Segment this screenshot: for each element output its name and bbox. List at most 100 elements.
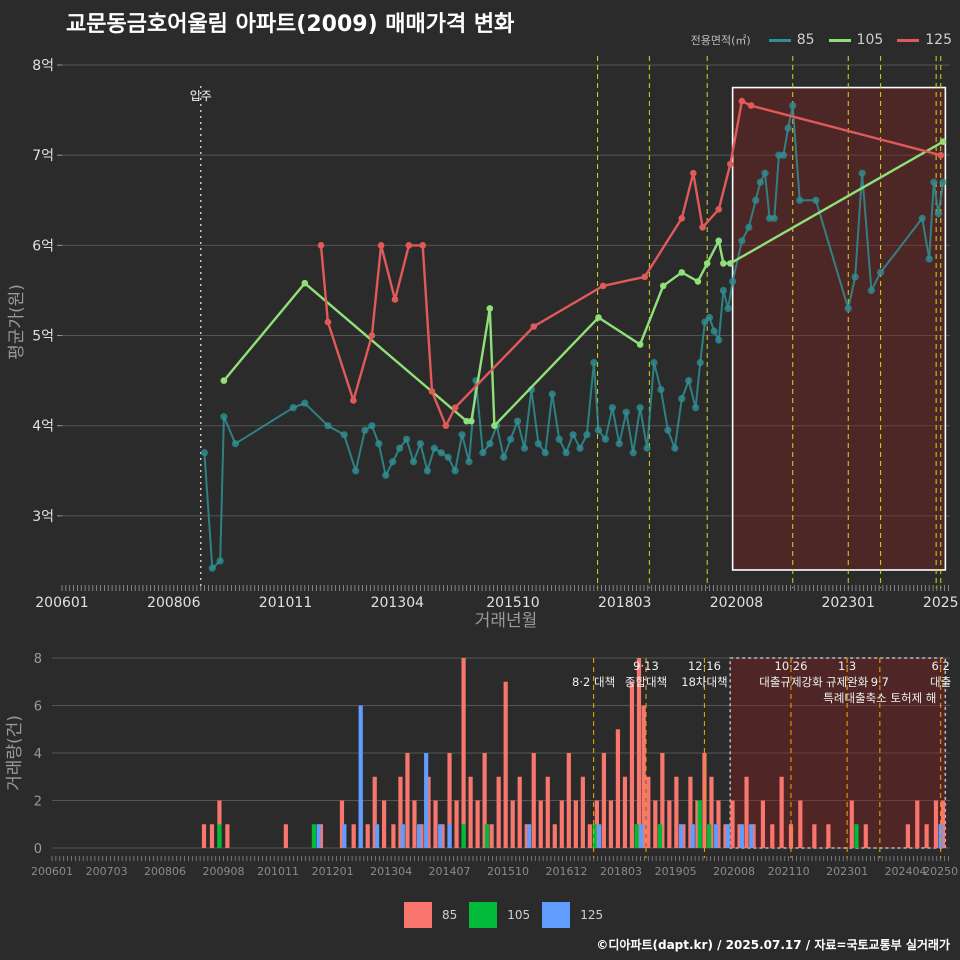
chart-title: 교문동금호어울림 아파트(2009) 매매가격 변화 [66,12,515,37]
series-point-85 [745,223,753,231]
bar-legend-swatch-125 [542,902,571,928]
series-point-85 [789,101,797,110]
series-point-85 [643,444,651,452]
series-point-125 [391,296,399,303]
volume-bar-85 [426,776,431,848]
bar-legend-text-85: 85 [442,908,458,922]
volume-bar-125 [400,824,405,848]
series-point-85 [761,169,769,177]
volume-bar-85 [587,824,592,848]
price-ylabel: 평균가(원) [7,284,27,360]
volume-bar-85 [318,824,324,848]
series-point-85 [409,458,418,466]
bar-legend-item-125: 125 [542,902,603,928]
series-point-85 [701,318,709,326]
series-point-125 [727,160,734,168]
volume-xtick-label: 202301 [826,865,868,878]
series-point-85 [925,255,933,263]
series-point-125 [641,273,649,281]
volume-bar-105 [461,824,466,848]
volume-bar-125 [690,824,695,848]
price-ytick-label: 4억 [32,419,54,435]
volume-bar-85 [489,824,494,848]
series-point-85 [576,444,584,452]
volume-xtick-label: 201407 [429,865,471,878]
series-point-85 [375,440,383,448]
volume-bar-85 [826,824,831,848]
volume-bar-85 [716,800,721,848]
volume-bar-125 [374,824,380,848]
series-point-125 [405,242,413,249]
series-point-85 [608,404,616,412]
volume-bar-85 [461,658,466,848]
volume-bar-85 [510,800,515,848]
volume-bar-85 [573,800,578,848]
volume-bar-85 [496,776,501,848]
volume-bar-85 [381,800,387,848]
volume-bar-125 [358,705,363,848]
volume-xtick-label: 201905 [655,865,697,878]
volume-bar-85 [636,658,642,848]
series-point-85 [844,304,852,313]
series-point-85 [479,449,487,457]
series-point-85 [513,417,522,425]
series-point-105 [694,278,702,285]
volume-bar-85 [419,824,424,848]
series-point-125 [699,224,706,231]
series-point-85 [696,358,704,367]
series-point-85 [629,449,637,457]
series-point-85 [601,435,610,443]
volume-bar-85 [440,824,445,848]
price-xtick-label: 201304 [371,595,425,611]
series-point-85 [562,449,570,457]
legend-item-85: 85 [768,32,815,48]
series-point-85 [340,431,348,439]
volume-bar-85 [695,800,700,848]
volume-bar-125 [447,824,452,848]
volume-bar-85 [615,729,621,848]
series-point-105 [703,260,711,267]
volume-policy-label: 10·26 [775,659,808,673]
series-point-85 [671,444,679,452]
series-point-85 [500,453,508,461]
volume-bar-85 [412,800,417,848]
volume-bar-85 [482,753,487,848]
series-point-85 [520,444,529,452]
volume-xtick-label: 200703 [86,865,128,878]
volume-bar-85 [622,776,628,848]
series-point-85 [867,286,875,295]
volume-bar-85 [646,776,651,848]
series-point-85 [877,268,885,277]
series-point-85 [930,178,938,186]
volume-policy-label: 규제완화 [826,675,869,689]
volume-bar-85 [454,800,459,848]
series-point-125 [324,318,332,326]
volume-bar-125 [639,824,644,848]
series-point-85 [486,440,494,448]
volume-bar-125 [316,824,321,848]
series-point-85 [657,386,665,394]
volume-chart: 0 2 4 6 8 거래량(건) 200601 200703 200806 200908 20101… [5,652,958,878]
bar-legend-item-105: 105 [469,902,530,928]
series-point-85 [918,214,926,222]
volume-bar-85 [688,776,693,848]
volume-policy-label: 9·7 [871,675,889,689]
series-point-85 [590,358,598,367]
series-point-125 [442,422,450,429]
price-xtick-label: 200601 [35,595,88,611]
series-point-125 [747,102,755,109]
price-xtick-label: 200806 [147,595,201,611]
series-point-125 [599,282,607,290]
series-point-125 [368,332,376,339]
volume-bar-85 [391,824,396,848]
volume-ytick-label: 8 [34,652,42,667]
series-point-85 [437,449,445,457]
volume-bar-105 [697,800,702,848]
volume-bar-125 [438,824,443,848]
legend-item-105: 105 [828,32,883,48]
volume-bar-105 [311,824,317,848]
series-point-125 [690,169,697,177]
volume-bar-85 [503,681,508,848]
volume-policy-label: 대출규제강화 [759,675,823,689]
volume-policy-label: 6·2 [931,659,949,673]
